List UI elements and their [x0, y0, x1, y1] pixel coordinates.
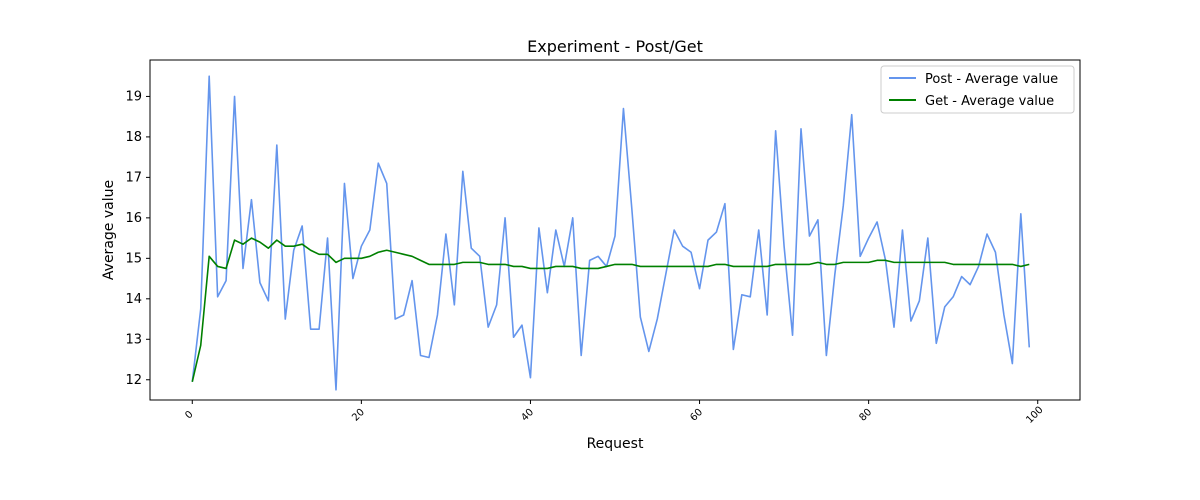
legend-label-post: Post - Average value — [925, 72, 1058, 87]
x-axis-ticks: 0 20 40 60 80 100 — [183, 400, 1046, 426]
y-tick-label: 12 — [125, 373, 142, 388]
legend: Post - Average value Get - Average value — [880, 65, 1075, 114]
x-tick-label: 100 — [1024, 405, 1045, 426]
x-tick-label: 80 — [857, 407, 874, 424]
y-tick-label: 18 — [125, 130, 142, 145]
legend-label-get: Get - Average value — [925, 94, 1054, 109]
series-layer — [191, 75, 1031, 391]
legend-box — [880, 65, 1075, 114]
series-line-get — [191, 237, 1030, 382]
x-tick-label: 0 — [183, 409, 195, 421]
y-axis-label: Average value — [101, 180, 117, 280]
chart-title: Experiment - Post/Get — [527, 37, 703, 56]
x-tick-label: 20 — [350, 407, 367, 424]
y-tick-label: 15 — [125, 251, 142, 266]
x-tick-label: 40 — [519, 407, 536, 424]
y-tick-label: 16 — [125, 211, 142, 226]
y-tick-label: 13 — [125, 332, 142, 347]
x-tick-label: 60 — [688, 407, 705, 424]
x-axis-label: Request — [587, 436, 644, 452]
series-line-post — [191, 75, 1031, 391]
y-axis-ticks: 12 13 14 15 16 17 18 19 — [125, 89, 150, 388]
y-tick-label: 14 — [125, 292, 142, 307]
y-tick-label: 17 — [125, 170, 142, 185]
y-tick-label: 19 — [125, 89, 142, 104]
plot-frame — [149, 59, 1081, 401]
